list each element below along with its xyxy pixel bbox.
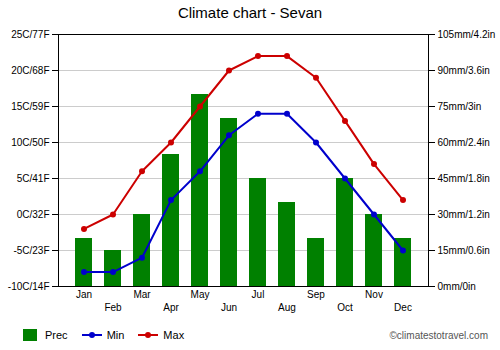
html-text:©climatestotravel.com: ©climatestotravel.com [389, 329, 488, 341]
svg-text:-5C/23F: -5C/23F [13, 245, 49, 256]
svg-text:30mm/1.2in: 30mm/1.2in [438, 209, 490, 220]
html-text:Max: Max [163, 329, 185, 341]
svg-text:Apr: Apr [163, 302, 179, 313]
svg-text:Sep: Sep [307, 289, 325, 300]
svg-text:-10C/14F: -10C/14F [8, 281, 50, 292]
svg-text:Feb: Feb [104, 302, 122, 313]
svg-text:5C/41F: 5C/41F [17, 173, 50, 184]
svg-text:10C/50F: 10C/50F [11, 137, 49, 148]
svg-text:90mm/3.6in: 90mm/3.6in [438, 65, 490, 76]
svg-text:105mm/4.2in: 105mm/4.2in [438, 29, 496, 40]
svg-text:0mm/0in: 0mm/0in [438, 281, 476, 292]
html-text:Climate chart - Sevan: Climate chart - Sevan [177, 4, 323, 21]
svg-text:Jun: Jun [221, 302, 237, 313]
svg-text:15mm/0.6in: 15mm/0.6in [438, 245, 490, 256]
svg-text:May: May [191, 289, 210, 300]
svg-text:0C/32F: 0C/32F [17, 209, 50, 220]
svg-text:60mm/2.4in: 60mm/2.4in [438, 137, 490, 148]
svg-text:Aug: Aug [278, 302, 296, 313]
html-text:Min: Min [106, 329, 125, 341]
svg-text:Mar: Mar [133, 289, 151, 300]
html-text:Prec: Prec [45, 329, 68, 341]
svg-text:Nov: Nov [365, 289, 383, 300]
svg-text:45mm/1.8in: 45mm/1.8in [438, 173, 490, 184]
svg-text:20C/68F: 20C/68F [11, 65, 49, 76]
svg-text:Dec: Dec [394, 302, 412, 313]
svg-text:75mm/3in: 75mm/3in [438, 101, 482, 112]
svg-text:Jan: Jan [76, 289, 92, 300]
svg-text:15C/59F: 15C/59F [11, 101, 49, 112]
svg-text:Jul: Jul [252, 289, 265, 300]
svg-text:Oct: Oct [337, 302, 353, 313]
svg-text:25C/77F: 25C/77F [11, 29, 49, 40]
